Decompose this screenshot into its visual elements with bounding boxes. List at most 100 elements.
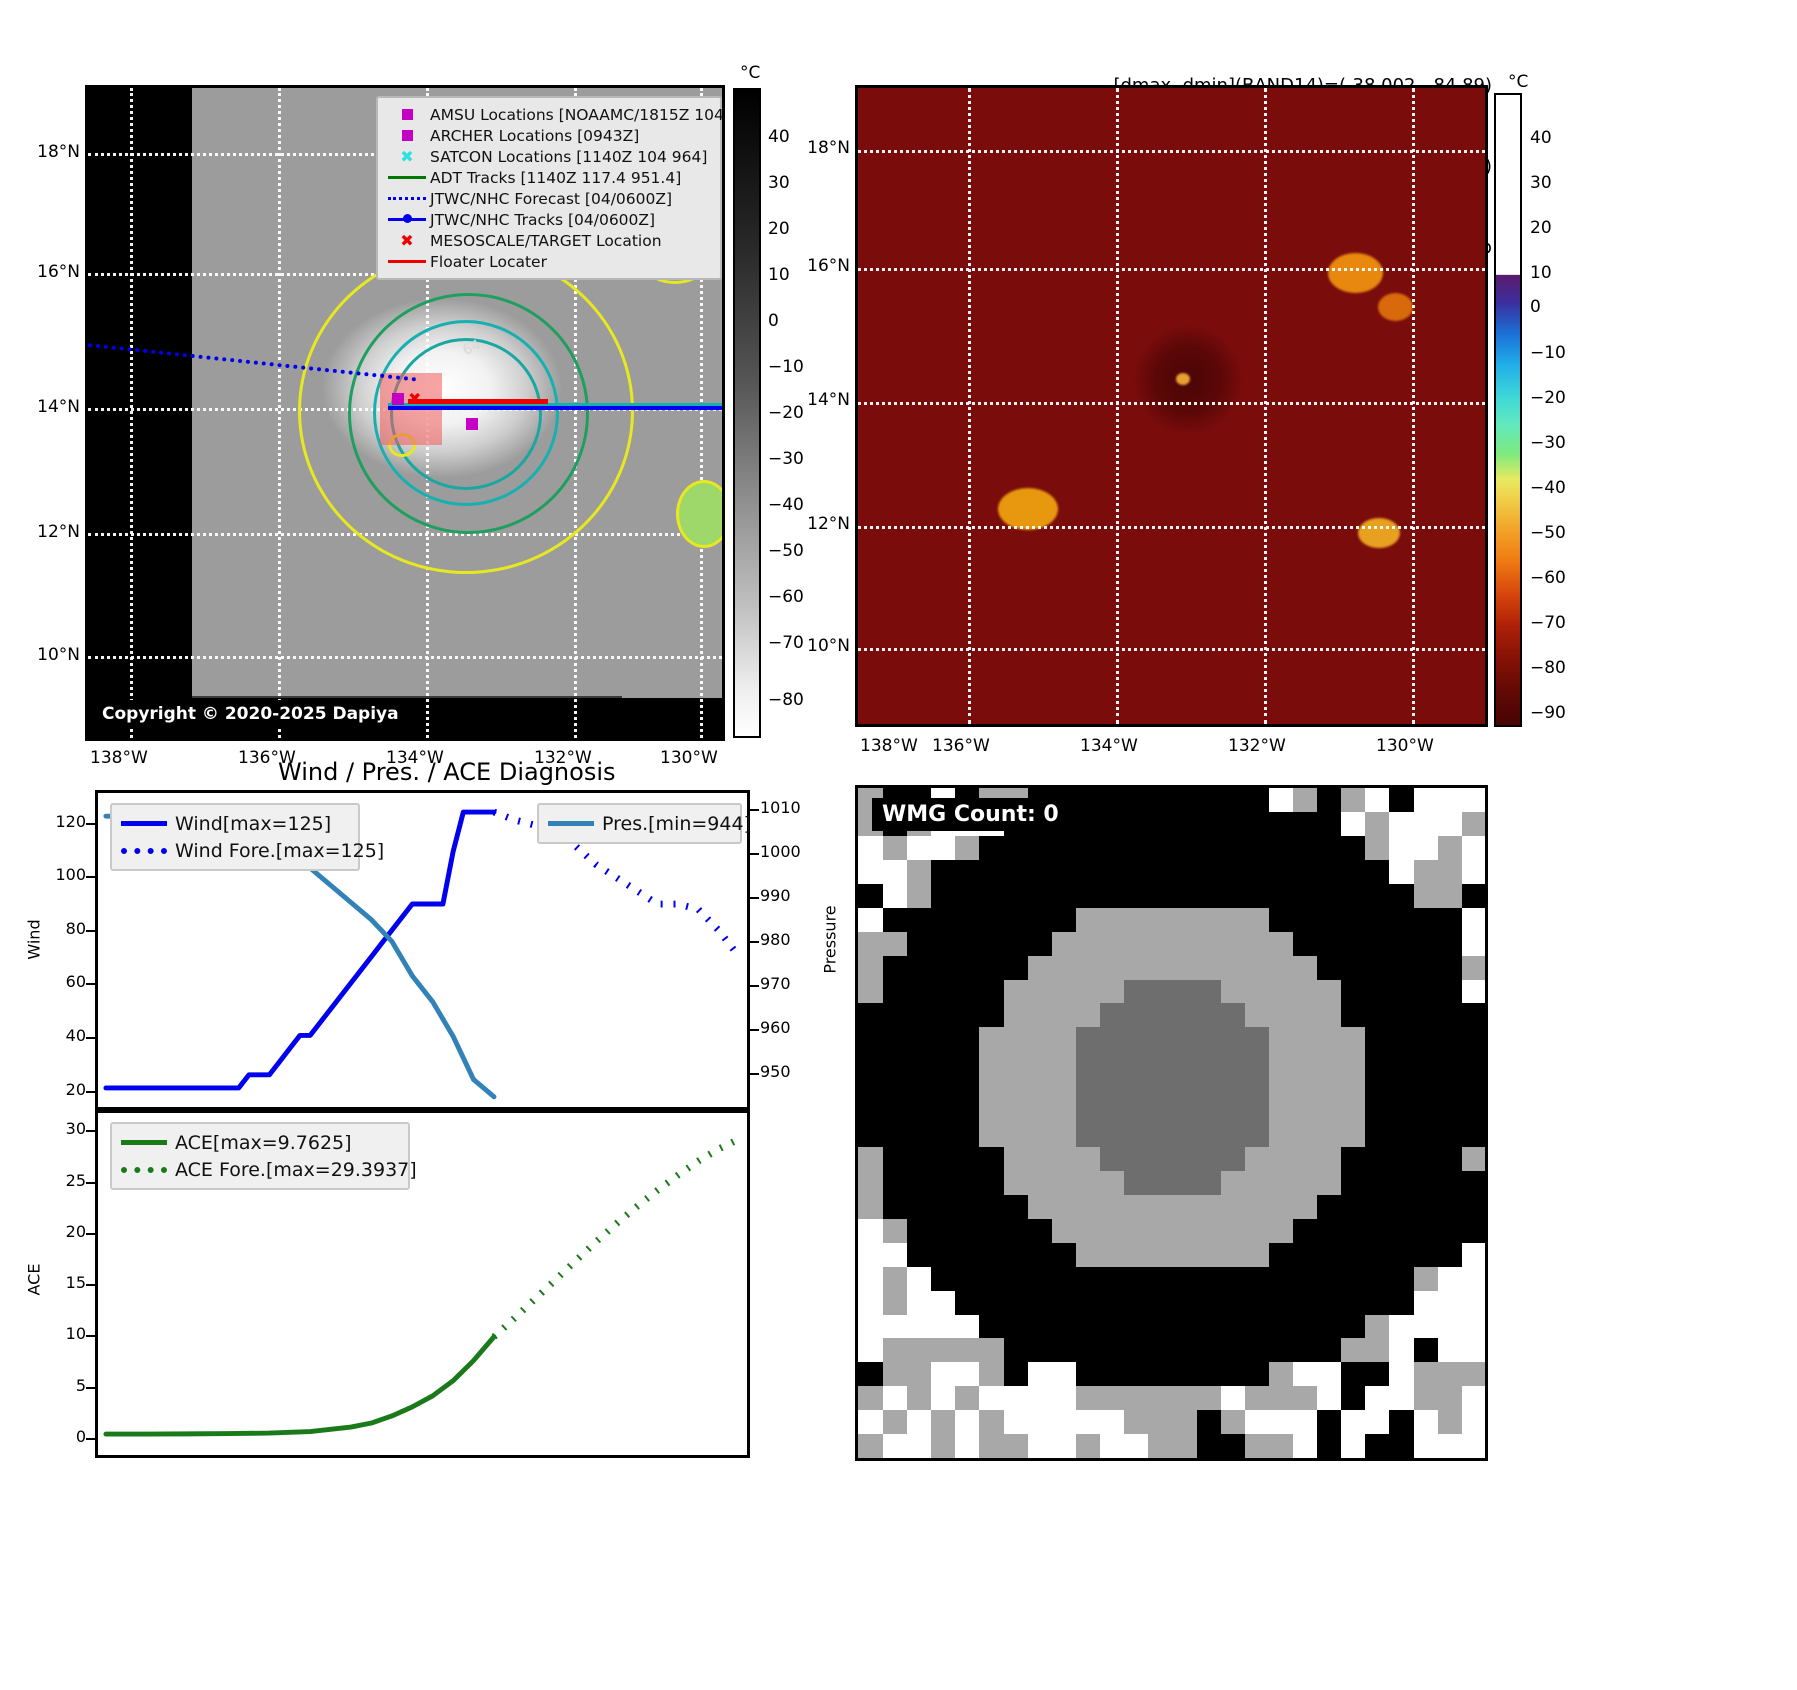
wmg-cell <box>1460 1218 1485 1243</box>
legend-item-tracks[interactable]: JTWC/NHC Tracks [04/0600Z] <box>384 209 712 230</box>
legend-row-wind-forecast[interactable]: Wind Fore.[max=125] <box>121 837 384 864</box>
wmg-cell <box>930 1314 956 1339</box>
pressure-ytick-970: 970 <box>760 974 791 994</box>
wmg-cell <box>1292 1099 1318 1124</box>
wmg-cell <box>1316 1194 1342 1219</box>
wind-ytickmark-120 <box>86 822 95 825</box>
wmg-cell <box>1267 955 1293 980</box>
wmg-cell <box>978 1386 1004 1411</box>
ace-ytick-20: 20 <box>65 1221 86 1241</box>
wmg-cell <box>1412 1099 1438 1124</box>
ace-legend[interactable]: ACE[max=9.7625] ACE Fore.[max=29.3937] <box>110 1122 417 1190</box>
wmg-cell <box>1195 1242 1221 1267</box>
wmg-cell <box>1171 859 1197 884</box>
wmg-cell <box>858 1146 883 1171</box>
ir-gridline-lat-16 <box>858 268 1485 271</box>
wmg-cell <box>1123 883 1149 908</box>
wmg-cell <box>1364 1410 1390 1435</box>
wmg-cell <box>1171 1170 1197 1195</box>
legend-item-floater[interactable]: Floater Locater <box>384 251 712 272</box>
wmg-cell <box>1195 979 1221 1004</box>
satellite-legend[interactable]: AMSU Locations [NOAAMC/1815Z 104 973] AR… <box>376 96 722 280</box>
ir-temperature-field <box>858 88 1485 724</box>
wmg-cell <box>1364 1314 1390 1339</box>
ir-convective-blob-se <box>1358 518 1400 548</box>
legend-row-ace-forecast[interactable]: ACE Fore.[max=29.3937] <box>121 1156 417 1183</box>
wmg-cell <box>1195 1338 1221 1363</box>
lon-tick-130w-right: 130°W <box>1376 736 1434 756</box>
wmg-cell <box>1436 1099 1462 1124</box>
legend-item-satcon[interactable]: ✖ SATCON Locations [1140Z 104 964] <box>384 146 712 167</box>
wmg-cell <box>1292 1123 1318 1147</box>
wmg-cell <box>978 1362 1004 1387</box>
wmg-cell <box>1050 1170 1076 1195</box>
wmg-cell <box>1050 883 1076 908</box>
wind-ytick-40: 40 <box>65 1026 86 1046</box>
legend-row-wind[interactable]: Wind[max=125] <box>121 810 349 837</box>
wmg-cell <box>1460 1266 1485 1291</box>
legend-row-pressure[interactable]: Pres.[min=944] <box>548 810 751 837</box>
wmg-cell <box>1075 1194 1101 1219</box>
enhanced-ir-panel[interactable] <box>855 85 1488 727</box>
wmg-cell <box>1436 955 1462 980</box>
wmg-cell <box>1243 1123 1269 1147</box>
wmg-cell <box>1316 1266 1342 1291</box>
wmg-cell <box>978 1242 1004 1267</box>
legend-item-forecast[interactable]: JTWC/NHC Forecast [04/0600Z] <box>384 188 712 209</box>
wmg-cell <box>1075 1386 1101 1411</box>
wmg-cell <box>954 1146 980 1171</box>
wmg-cell <box>1002 1266 1028 1291</box>
wmg-cell <box>1219 1003 1245 1028</box>
pressure-legend[interactable]: Pres.[min=944] <box>537 803 751 844</box>
grayscale-ir-image[interactable]: 64 ✖ Copyright © 2020-2025 Dapiya AMSU L… <box>88 88 722 738</box>
wmg-cell <box>1364 1242 1390 1267</box>
wmg-cell <box>1123 1194 1149 1219</box>
grayscale-ir-panel[interactable] <box>85 85 725 741</box>
legend-item-amsu[interactable]: AMSU Locations [NOAAMC/1815Z 104 973] <box>384 104 722 125</box>
legend-item-adt[interactable]: ADT Tracks [1140Z 117.4 951.4] <box>384 167 712 188</box>
wmg-cell <box>954 1386 980 1411</box>
wmg-cell <box>1147 907 1173 932</box>
wmg-cell <box>1388 1075 1414 1100</box>
wmg-cell <box>1026 1386 1052 1411</box>
ir-gridline-lon-134 <box>1116 88 1119 724</box>
wmg-cell <box>1195 1051 1221 1076</box>
wmg-cell <box>1292 1194 1318 1219</box>
wmg-cell <box>1388 1266 1414 1291</box>
wind-legend[interactable]: Wind[max=125] Wind Fore.[max=125] <box>110 803 384 871</box>
wmg-cell <box>978 1290 1004 1315</box>
lat-tick-18n-left: 18°N <box>37 142 80 162</box>
wmg-cell <box>882 1003 908 1028</box>
wmg-cell <box>1292 788 1318 812</box>
wmg-cell <box>930 883 956 908</box>
wmg-cell <box>978 1218 1004 1243</box>
legend-item-archer[interactable]: ARCHER Locations [0943Z] <box>384 125 712 146</box>
wmg-cell <box>1026 931 1052 956</box>
wmg-cell <box>1099 1290 1125 1315</box>
wmg-cell <box>1292 1434 1318 1458</box>
pressure-ytickmark-960 <box>750 1029 759 1032</box>
enhanced-ir-image[interactable] <box>858 88 1485 724</box>
wmg-cell <box>1340 1314 1366 1339</box>
wmg-cell <box>1267 907 1293 932</box>
wmg-image[interactable]: WMG Count: 0 <box>858 788 1485 1458</box>
wmg-cell <box>1099 979 1125 1004</box>
wmg-cell <box>954 1075 980 1100</box>
legend-item-mesoscale[interactable]: ✖ MESOSCALE/TARGET Location <box>384 230 712 251</box>
legend-row-ace[interactable]: ACE[max=9.7625] <box>121 1129 399 1156</box>
wmg-cell <box>1292 1075 1318 1100</box>
wmg-cell <box>1050 1075 1076 1100</box>
wmg-cell <box>882 1099 908 1124</box>
wmg-cell <box>1195 1434 1221 1458</box>
wmg-cell <box>1460 859 1485 884</box>
wmg-cell <box>1340 1362 1366 1387</box>
wmg-cell <box>1050 1314 1076 1339</box>
wmg-cell <box>1147 1410 1173 1435</box>
wmg-cell <box>1219 859 1245 884</box>
wmg-panel[interactable] <box>855 785 1488 1461</box>
wmg-cell <box>1292 1242 1318 1267</box>
legend-label-floater: Floater Locater <box>430 252 547 271</box>
wmg-cell <box>1075 859 1101 884</box>
wmg-cell <box>1243 1146 1269 1171</box>
wmg-cell <box>1075 1075 1101 1100</box>
